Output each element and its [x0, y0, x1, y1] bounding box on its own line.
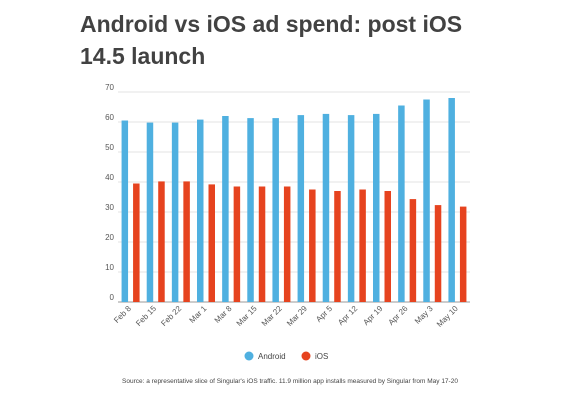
x-tick-label: Mar 1	[188, 304, 209, 325]
bar-android	[146, 122, 154, 302]
x-tick-label: Apr 19	[361, 304, 384, 327]
bar-android	[322, 113, 330, 303]
bar-ios	[359, 189, 366, 302]
bar-android	[297, 115, 305, 302]
y-tick-label: 50	[105, 143, 114, 152]
legend-label: Android	[258, 352, 286, 361]
bar-ios	[158, 181, 165, 302]
bar-android	[197, 119, 204, 302]
legend: Android iOS	[244, 351, 328, 361]
bar-ios	[258, 186, 266, 302]
y-tick-label: 70	[105, 83, 114, 92]
bar-ios	[133, 183, 140, 302]
y-tick-label: 30	[105, 203, 114, 212]
x-tick-label: Mar 29	[285, 304, 309, 328]
legend-swatch-android	[244, 351, 254, 361]
x-tick-label: Feb 8	[112, 304, 133, 325]
x-axis-ticks: Feb 8 Feb 15 Feb 22 Mar 1 Mar 8 Mar 15 Mar 22 M…	[112, 304, 460, 329]
x-tick-label: Mar 22	[260, 304, 284, 328]
legend-label: iOS	[315, 352, 328, 361]
x-tick-label: Mar 15	[235, 304, 259, 328]
grid-lines	[118, 91, 470, 303]
legend-swatch-ios	[301, 351, 311, 361]
bar-ios	[434, 205, 442, 302]
bar-android	[121, 120, 129, 302]
x-tick-label: Feb 22	[159, 304, 183, 328]
bar-ios	[309, 189, 316, 302]
x-tick-label: Apr 26	[387, 304, 410, 327]
bar-ios	[459, 206, 467, 302]
chart-title: Android vs iOS ad spend: post iOS 14.5 l…	[80, 11, 463, 69]
bars	[121, 98, 467, 303]
bar-ios	[208, 184, 215, 302]
y-tick-label: 60	[105, 113, 114, 122]
x-tick-label: Apr 12	[336, 304, 359, 327]
y-axis-ticks: 0 10 20 30 40 50 60 70	[105, 83, 114, 302]
y-tick-label: 40	[105, 173, 114, 182]
source-note: Source: a representative slice of Singul…	[122, 378, 458, 385]
x-tick-label: Apr 5	[314, 304, 334, 324]
x-tick-label: May 3	[413, 304, 435, 326]
bar-ios	[183, 181, 190, 302]
bar-ios	[384, 191, 391, 302]
x-tick-label: Mar 8	[213, 304, 234, 325]
bar-ios	[283, 186, 291, 302]
bar-android	[171, 122, 179, 302]
x-tick-label: May 10	[435, 304, 460, 329]
y-tick-label: 0	[110, 293, 115, 302]
bar-android	[222, 116, 229, 302]
bar-android	[398, 105, 405, 302]
y-tick-label: 20	[105, 233, 114, 242]
x-tick-label: Feb 15	[134, 304, 158, 328]
y-tick-label: 10	[105, 263, 114, 272]
bar-ios	[409, 199, 417, 302]
bar-ios	[233, 186, 241, 302]
bar-android	[373, 113, 380, 303]
bar-android	[423, 99, 430, 302]
bar-android	[448, 98, 455, 302]
bar-android	[347, 115, 355, 302]
bar-android	[272, 118, 279, 302]
bar-ios	[334, 191, 341, 302]
bar-android	[247, 118, 254, 302]
